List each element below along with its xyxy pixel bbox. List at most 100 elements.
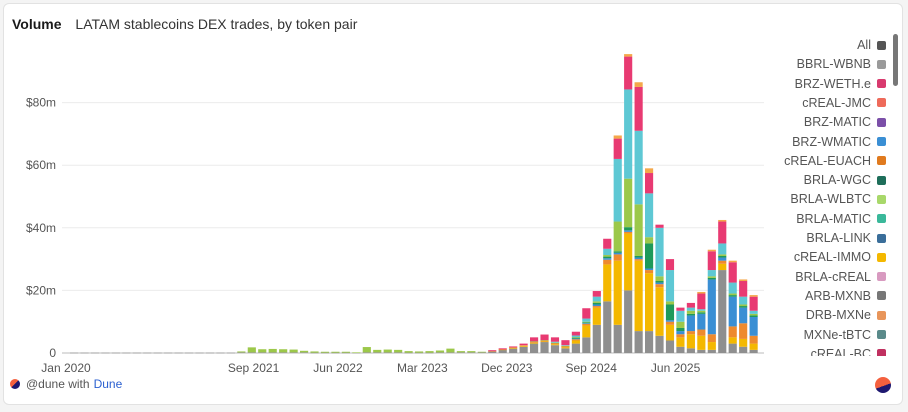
bar-segment [592,307,601,325]
bar-segment [237,352,246,353]
bar-segment [665,340,675,353]
bar-segment [530,343,539,353]
legend-item[interactable]: BRLA-WLBTC [790,192,886,206]
legend-item[interactable]: cREAL-IMMO [794,250,886,264]
bar-segment [603,259,612,265]
bar-segment [352,352,361,354]
legend-item[interactable]: BRLA-cREAL [795,270,886,284]
legend-item[interactable]: BRZ-MATIC [804,115,886,129]
bar-segment [467,352,476,353]
bar-segment [697,329,706,336]
bar-segment [645,273,654,332]
bar-segment [686,331,695,335]
legend-swatch [877,175,886,185]
bar-segment [686,348,695,353]
footer-brand-link[interactable]: Dune [93,377,123,391]
bar-segment [624,227,633,231]
y-tick-label: 0 [49,346,56,360]
bar-segment [624,231,633,234]
bar-segment [550,337,560,342]
bar-segment [697,291,706,294]
legend-item-label: BRLA-LINK [806,231,871,245]
chart-subtitle: LATAM stablecoins DEX trades, by token p… [75,16,358,32]
bar-segment [645,243,654,269]
bar-segment [519,345,528,346]
bar-segment [488,350,497,352]
legend-scrollbar[interactable] [893,34,898,356]
bar-segment [226,352,235,354]
legend-item[interactable]: DRB-MXNe [806,308,886,322]
bar-segment [624,54,633,57]
legend-item[interactable]: BBRL-WBNB [797,57,886,71]
bar-segment [540,340,549,341]
bar-segment [728,262,737,283]
legend-swatch [877,349,886,356]
legend-swatch [877,330,886,339]
legend-item[interactable]: BRZ-WETH.e [795,77,886,91]
bar-segment [592,301,601,303]
legend-item[interactable]: cREAL-BC [811,347,886,356]
bar-segment [101,352,110,354]
bar-segment [404,352,413,354]
legend-scrollbar-thumb[interactable] [893,34,898,86]
legend-item-label: DRB-MXNe [805,308,871,323]
bar-segment [415,351,424,353]
bar-segment [394,352,403,353]
bar-segment [697,335,706,350]
legend-item[interactable]: MXNe-tBTC [804,328,886,342]
bar-segment [582,308,591,319]
bar-segment [739,346,748,353]
legend-swatch [877,310,886,320]
bar-segment [373,349,382,353]
legend-item-label: BBRL-WBNB [796,57,871,72]
legend-item-label: BRZ-MATIC [803,115,871,130]
bar-segment [331,352,340,354]
bar-segment [655,227,664,277]
bar-segment [728,343,737,353]
bar-segment [645,168,654,174]
bar-segment [310,352,319,354]
legend-item[interactable]: All [857,38,886,52]
legend-item-label: MXNe-tBTC [803,327,871,342]
bar-segment [550,344,560,346]
bar-segment [582,325,591,338]
bar-segment [676,334,685,338]
y-tick-label: $60m [26,158,56,172]
bar-segment [561,347,570,349]
bar-segment [550,342,560,344]
bar-segment [718,263,727,271]
legend-item[interactable]: BRZ-WMATIC [792,135,886,149]
x-tick-label: Jun 2025 [651,361,701,375]
bar-segment [258,352,267,353]
bar-segment [624,290,633,353]
dune-corner-logo-icon[interactable] [875,377,891,393]
bar-segment [634,82,643,87]
chart-title: Volume [12,16,62,32]
bar-segment [435,350,445,353]
bar-segment [456,351,465,353]
legend-item-label: All [857,38,871,52]
legend-item-label: cREAL-EUACH [784,153,871,168]
bar-segment [718,243,727,255]
bar-segment [111,352,120,354]
bar-segment [634,257,643,260]
bar-segment [571,337,580,339]
legend-item[interactable]: BRLA-WGC [804,173,886,187]
bar-segment [707,270,716,277]
legend-item[interactable]: BRLA-LINK [806,231,886,245]
bar-segment [697,310,706,313]
bar-segment [665,304,675,321]
bar-segment [571,331,580,336]
legend-item[interactable]: cREAL-EUACH [784,154,886,168]
bar-segment [697,313,706,330]
bar-segment [707,334,716,343]
bar-segment [279,349,288,353]
bar-segment [185,352,194,354]
bar-segment [728,293,737,296]
legend-item-label: BRZ-WMATIC [792,134,871,149]
bar-segment [603,255,612,257]
legend-item[interactable]: ARB-MXNB [805,289,886,303]
legend-item[interactable]: cREAL-JMC [802,96,886,110]
bar-segment [739,279,748,281]
legend-item[interactable]: BRLA-MATIC [796,212,886,226]
